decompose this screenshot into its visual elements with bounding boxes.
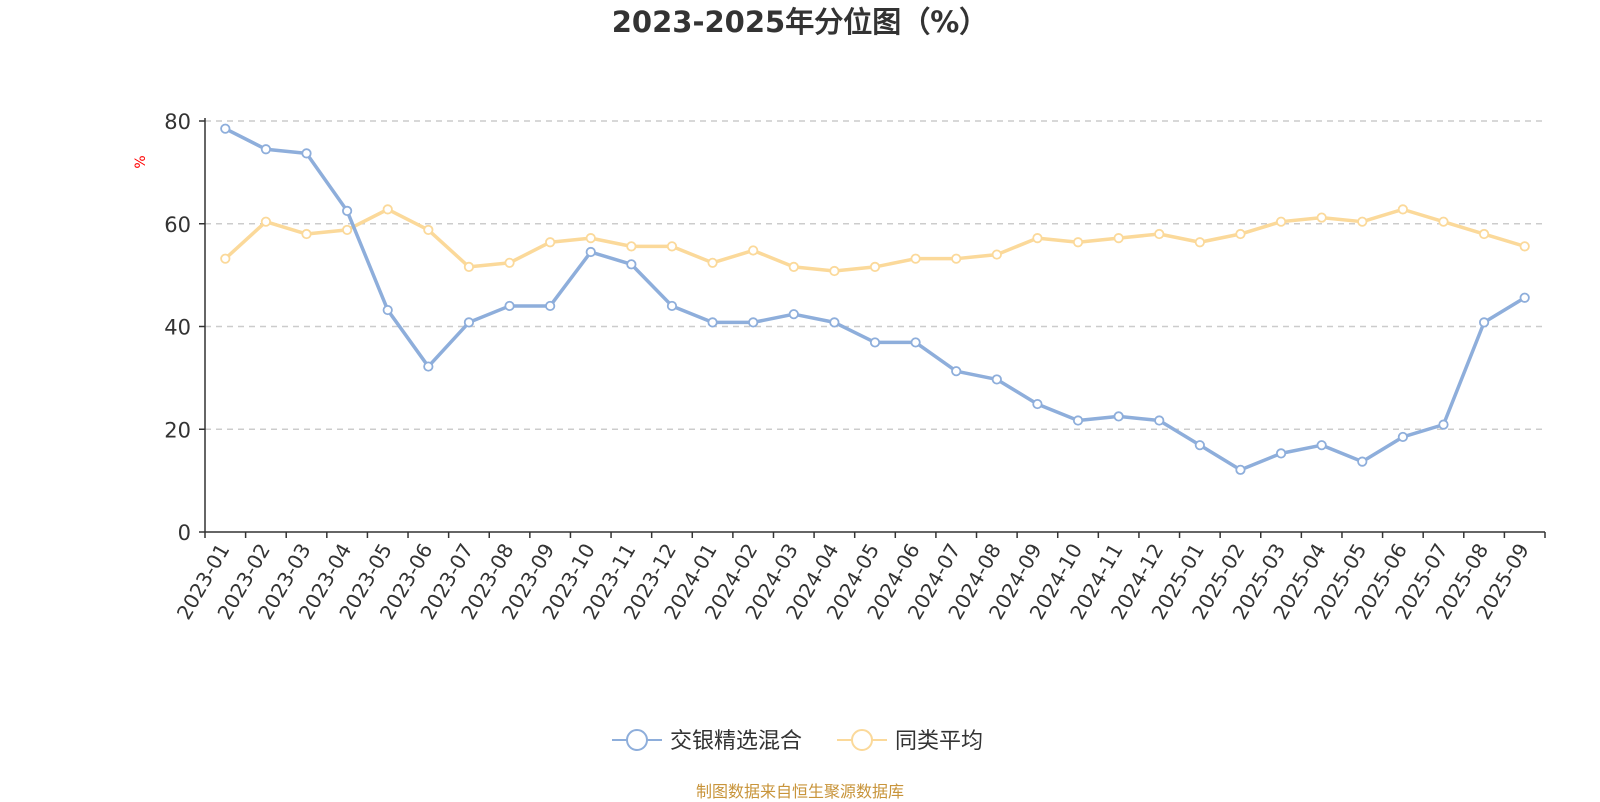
chart-title: 2023-2025年分位图（%） [612,5,989,39]
data-point[interactable] [1194,237,1205,248]
data-point[interactable] [1397,204,1408,215]
legend[interactable]: 交银精选混合 同类平均 [612,729,983,754]
data-point[interactable] [1032,233,1043,244]
data-point[interactable] [910,337,921,348]
data-point[interactable] [788,261,799,273]
data-point[interactable] [545,300,556,312]
data-point[interactable] [869,261,881,273]
series-line-1 [224,207,1526,273]
series-1 [220,204,1530,277]
data-point[interactable] [707,317,718,328]
data-point[interactable] [1519,241,1530,252]
data-point[interactable] [463,261,475,273]
data-point[interactable] [1235,228,1246,240]
legend-marker [626,729,648,751]
data-point[interactable] [585,233,596,244]
legend-item-0[interactable]: 交银精选混合 [612,729,802,754]
axes: 0204060802023-012023-022023-032023-04202… [164,110,1546,624]
data-point[interactable] [951,253,962,264]
data-point[interactable] [382,204,393,215]
data-point[interactable] [707,257,718,268]
legend-label: 同类平均 [895,729,983,754]
data-point[interactable] [1113,411,1124,422]
y-tick-label: 0 [178,521,191,545]
data-point[interactable] [1316,440,1327,451]
data-point[interactable] [991,249,1002,260]
data-point[interactable] [1316,212,1327,223]
data-point[interactable] [626,259,637,270]
data-point[interactable] [301,228,312,240]
data-point[interactable] [260,216,272,227]
data-point[interactable] [1154,228,1165,240]
data-point[interactable] [1438,419,1449,430]
data-point[interactable] [1357,216,1368,227]
y-tick-label: 40 [164,316,191,340]
data-point[interactable] [342,224,353,236]
data-point[interactable] [382,304,393,316]
data-point[interactable] [1275,216,1287,227]
data-point[interactable] [1357,456,1368,467]
data-source-note: 制图数据来自恒生聚源数据库 [695,782,904,801]
data-point[interactable] [423,361,434,372]
data-point[interactable] [423,224,434,236]
y-tick-label: 80 [164,110,191,134]
data-point[interactable] [1072,415,1084,426]
legend-marker [851,729,873,751]
data-point[interactable] [301,148,312,159]
data-point[interactable] [626,241,637,252]
data-point[interactable] [910,253,921,264]
series-0 [220,123,1530,475]
legend-item-1[interactable]: 同类平均 [837,729,983,754]
data-point[interactable] [545,237,556,248]
legend-label: 交银精选混合 [670,729,802,754]
data-point[interactable] [829,265,840,277]
data-point[interactable] [1519,292,1530,303]
data-point[interactable] [1478,317,1490,328]
data-point[interactable] [1032,398,1043,410]
series-layer [220,123,1530,475]
data-point[interactable] [504,257,515,268]
data-point[interactable] [342,205,353,217]
y-tick-label: 60 [164,213,191,237]
data-point[interactable] [1438,216,1449,227]
grid [205,120,1545,430]
data-point[interactable] [869,337,881,348]
data-point[interactable] [748,317,759,328]
data-point[interactable] [1397,431,1408,443]
data-point[interactable] [1113,233,1124,244]
series-line-0 [224,127,1526,472]
data-point[interactable] [1154,415,1165,426]
data-point[interactable] [1235,464,1246,475]
data-point[interactable] [1478,228,1490,240]
data-point[interactable] [504,300,515,312]
data-point[interactable] [1194,440,1205,451]
data-point[interactable] [829,317,840,328]
data-point[interactable] [951,366,962,377]
data-point[interactable] [220,123,231,134]
y-axis-label: % [133,155,149,168]
data-point[interactable] [463,317,475,328]
data-point[interactable] [991,374,1002,385]
data-point[interactable] [220,253,231,264]
y-tick-label: 20 [164,418,191,442]
data-point[interactable] [788,309,799,320]
data-point[interactable] [666,300,678,312]
data-point[interactable] [748,245,759,256]
data-point[interactable] [1275,448,1287,459]
data-point[interactable] [260,144,272,155]
data-point[interactable] [585,246,596,258]
data-point[interactable] [666,241,678,252]
data-point[interactable] [1072,237,1084,248]
